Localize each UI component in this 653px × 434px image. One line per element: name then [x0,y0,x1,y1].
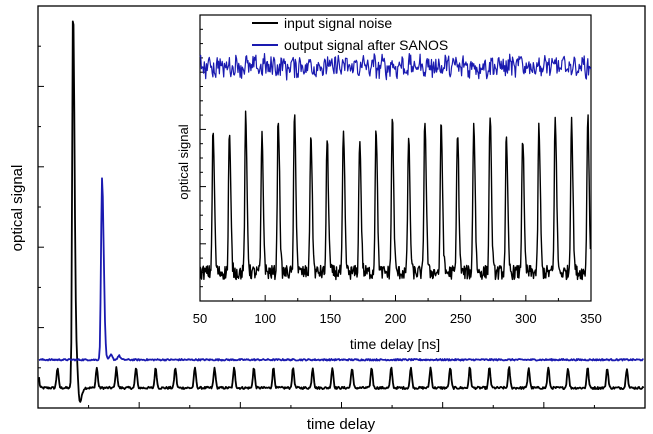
inset-x-tick-label: 100 [254,311,276,326]
inset-x-tick-labels: 50 100 150 200 250 300 350 [193,311,602,326]
inset-series-input-line [199,110,592,281]
inset-legend: input signal noise output signal after S… [252,15,448,53]
inset-y-axis-label: optical signal [176,124,191,199]
main-x-axis-label: time delay [307,416,376,433]
inset-chart: 50 100 150 200 250 300 350 input signal noise … [176,14,602,352]
main-y-axis-label: optical signal [9,165,26,252]
main-chart: time delay optical signal [9,5,646,433]
main-series-blue-line [38,177,644,362]
inset-x-tick-label: 200 [385,311,407,326]
legend-label-input: input signal noise [284,15,392,31]
main-series-black-line [38,20,645,403]
main-axis-ticks [37,5,646,409]
inset-x-tick-label: 250 [450,311,472,326]
inset-x-tick-label: 350 [580,311,602,326]
inset-x-tick-label: 300 [515,311,537,326]
inset-series-output-line [199,52,592,81]
legend-label-output: output signal after SANOS [284,37,448,53]
inset-x-tick-label: 50 [193,311,207,326]
inset-x-axis-label: time delay [ns] [350,336,440,352]
inset-x-tick-label: 150 [319,311,341,326]
